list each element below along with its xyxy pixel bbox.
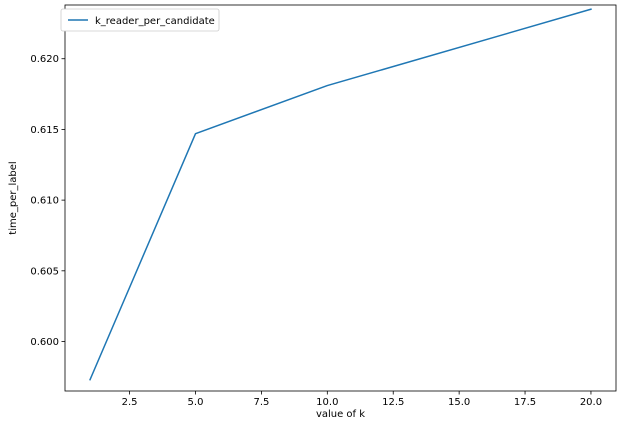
x-tick-label: 2.5 [122, 397, 138, 408]
series-line-0 [89, 8, 592, 381]
x-tick-label: 7.5 [253, 397, 269, 408]
legend-label-k-reader-per-candidate: k_reader_per_candidate [95, 16, 215, 27]
legend: k_reader_per_candidate [60, 8, 220, 32]
y-tick-label: 0.610 [30, 196, 59, 207]
y-tick-label: 0.605 [30, 266, 59, 277]
x-tick-label: 12.5 [382, 397, 404, 408]
plot-area [64, 4, 617, 392]
y-tick-label: 0.600 [30, 337, 59, 348]
x-axis-ticks: 2.5 5.0 7.5 10.0 12.5 15.0 17.5 20.0 [122, 391, 602, 408]
x-tick-label: 17.5 [514, 397, 536, 408]
y-axis-ticks: 0.600 0.605 0.610 0.615 0.620 [30, 54, 65, 348]
x-tick-label: 5.0 [188, 397, 204, 408]
x-axis-label: value of k [316, 409, 365, 420]
y-tick-label: 0.615 [30, 125, 59, 136]
x-tick-label: 10.0 [316, 397, 338, 408]
y-axis-label: time_per_label [8, 161, 19, 234]
x-tick-label: 20.0 [580, 397, 602, 408]
y-tick-label: 0.620 [30, 54, 59, 65]
x-tick-label: 15.0 [448, 397, 470, 408]
legend-box [60, 8, 220, 32]
series-layer [89, 8, 592, 381]
